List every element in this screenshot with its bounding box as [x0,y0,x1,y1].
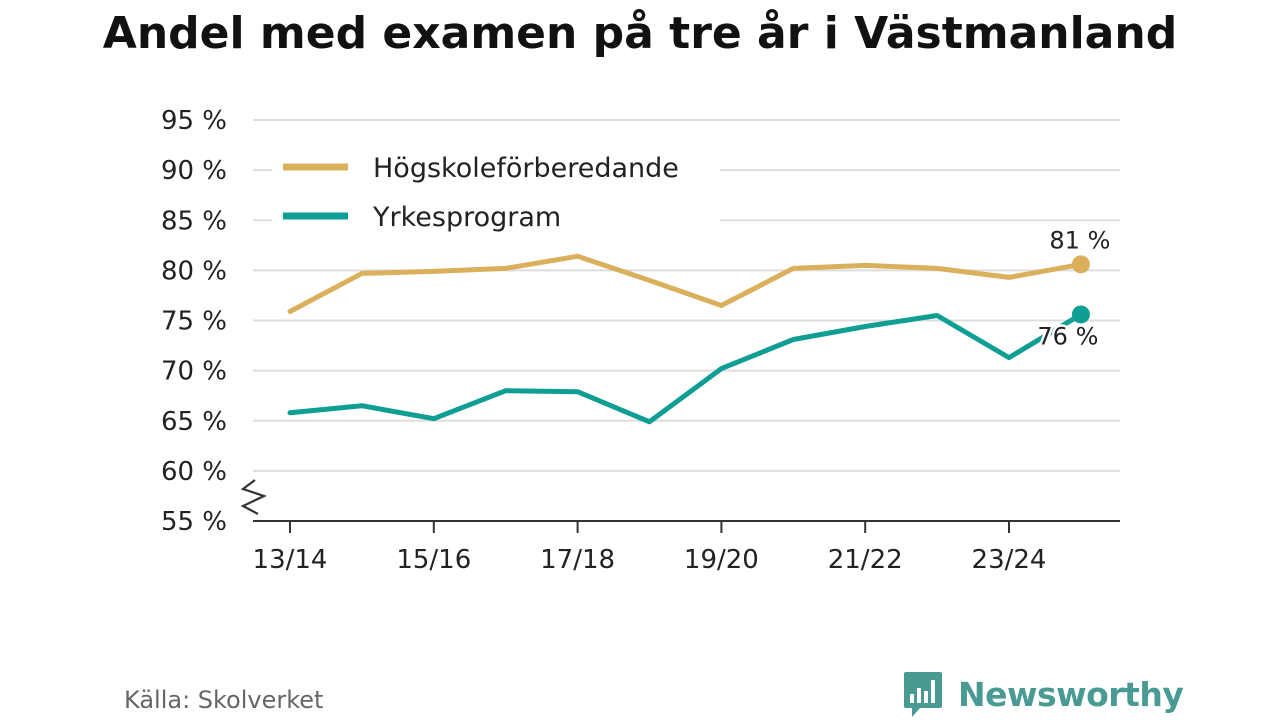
legend-label: Högskoleförberedande [373,153,679,184]
legend-background [272,146,720,242]
series-line [287,253,1084,314]
end-label-halo: 81 % [1049,226,1110,254]
x-tick-label: 17/18 [540,545,615,575]
y-tick-label: 75 % [161,307,227,337]
series-end-marker [1071,305,1090,324]
brand-logo: Newsworthy [902,670,1184,718]
x-tick-label: 15/16 [396,545,471,575]
end-value-label: 76 % [1037,322,1098,350]
x-axis: 13/14 15/16 17/18 19/20 21/22 23/24 [240,479,1120,575]
x-tick-label: 19/20 [684,545,759,575]
source-note: Källa: Skolverket [124,686,324,714]
legend: Högskoleförberedande Yrkesprogram [272,146,720,242]
x-tick-label: 13/14 [253,545,328,575]
legend-label: Yrkesprogram [372,202,561,233]
y-tick-label: 80 % [161,256,227,286]
end-label-halo: 76 % [1037,322,1098,350]
y-tick-label: 65 % [161,407,227,437]
y-tick-label: 60 % [161,457,227,487]
x-tick-label: 23/24 [972,545,1047,575]
series-end-marker [1071,255,1090,274]
series-lines [287,253,1090,425]
y-tick-label: 55 % [161,507,227,537]
x-tick-label: 21/22 [828,545,903,575]
y-tick-label: 90 % [161,156,227,186]
page-title: Andel med examen på tre år i Västmanland [102,8,1178,59]
axis-break-icon [240,479,267,515]
brand-name: Newsworthy [958,674,1184,714]
y-axis-tick-labels: 55 % 60 % 65 % 70 % 75 % 80 % 85 % 90 % 95 % [161,106,227,537]
end-value-label: 81 % [1049,226,1110,254]
newsworthy-logo-icon [904,672,942,717]
end-labels: 81 %81 %76 %76 % [1035,224,1113,353]
y-tick-label: 95 % [161,106,227,136]
y-tick-label: 85 % [161,206,227,236]
y-tick-label: 70 % [161,357,227,387]
series-line [287,312,1084,425]
